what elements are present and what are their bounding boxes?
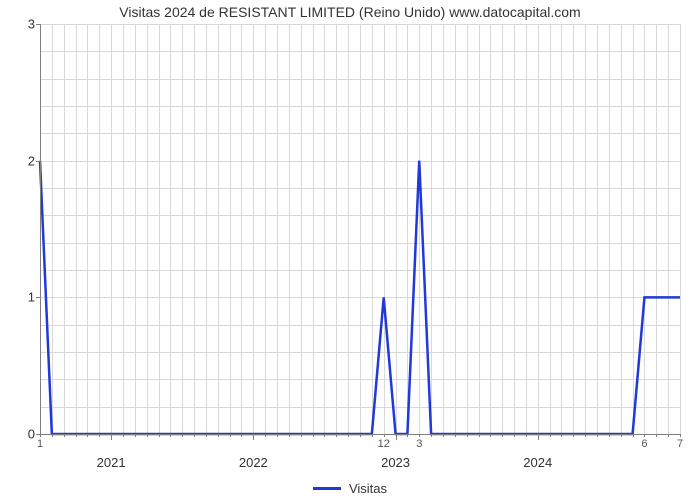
x-tick-minor (455, 434, 456, 437)
x-tick-minor (419, 434, 420, 437)
legend-swatch (313, 487, 341, 490)
x-tick-major (396, 434, 397, 440)
x-minor-label: 7 (677, 438, 683, 450)
x-tick-minor (218, 434, 219, 437)
x-tick-minor (467, 434, 468, 437)
x-tick-minor (159, 434, 160, 437)
x-tick-minor (87, 434, 88, 437)
x-minor-label: 1 (37, 438, 43, 450)
x-tick-minor (52, 434, 53, 437)
x-tick-minor (182, 434, 183, 437)
x-tick-minor (336, 434, 337, 437)
x-tick-minor (123, 434, 124, 437)
x-tick-minor (431, 434, 432, 437)
x-tick-minor (170, 434, 171, 437)
x-tick-minor (147, 434, 148, 437)
x-minor-label: 6 (641, 438, 647, 450)
x-tick-minor (526, 434, 527, 437)
x-major-label: 2023 (381, 455, 410, 470)
x-tick-minor (40, 434, 41, 437)
x-tick-minor (479, 434, 480, 437)
x-tick-minor (135, 434, 136, 437)
y-axis-line (40, 24, 41, 434)
y-tick (36, 161, 40, 162)
y-tick-label: 2 (5, 153, 35, 168)
y-tick (36, 297, 40, 298)
x-tick-minor (324, 434, 325, 437)
x-tick-minor (585, 434, 586, 437)
x-tick-major (111, 434, 112, 440)
x-tick-minor (289, 434, 290, 437)
series-polyline (40, 161, 680, 434)
x-tick-minor (372, 434, 373, 437)
x-tick-minor (99, 434, 100, 437)
line-series (40, 24, 680, 434)
x-tick-minor (490, 434, 491, 437)
y-tick-label: 0 (5, 427, 35, 442)
x-tick-minor (633, 434, 634, 437)
x-major-label: 2021 (97, 455, 126, 470)
x-tick-minor (561, 434, 562, 437)
x-tick-minor (550, 434, 551, 437)
x-tick-minor (514, 434, 515, 437)
y-tick-label: 1 (5, 290, 35, 305)
x-major-label: 2022 (239, 455, 268, 470)
x-tick-minor (502, 434, 503, 437)
x-tick-minor (230, 434, 231, 437)
chart-title: Visitas 2024 de RESISTANT LIMITED (Reino… (0, 4, 700, 20)
y-tick-label: 3 (5, 17, 35, 32)
x-tick-major (253, 434, 254, 440)
x-tick-minor (597, 434, 598, 437)
y-tick (36, 24, 40, 25)
x-tick-minor (621, 434, 622, 437)
x-tick-minor (301, 434, 302, 437)
x-tick-minor (407, 434, 408, 437)
x-tick-minor (64, 434, 65, 437)
x-tick-minor (384, 434, 385, 437)
x-tick-minor (348, 434, 349, 437)
chart-container: Visitas 2024 de RESISTANT LIMITED (Reino… (0, 0, 700, 500)
x-tick-minor (206, 434, 207, 437)
x-tick-minor (194, 434, 195, 437)
legend-item: Visitas (313, 481, 387, 496)
x-tick-minor (656, 434, 657, 437)
x-tick-minor (573, 434, 574, 437)
x-tick-minor (644, 434, 645, 437)
x-tick-major (538, 434, 539, 440)
x-tick-minor (668, 434, 669, 437)
x-tick-minor (680, 434, 681, 437)
legend: Visitas (0, 478, 700, 496)
x-tick-minor (609, 434, 610, 437)
x-tick-minor (313, 434, 314, 437)
x-major-label: 2024 (523, 455, 552, 470)
x-tick-minor (265, 434, 266, 437)
x-tick-minor (76, 434, 77, 437)
x-tick-minor (241, 434, 242, 437)
plot-area (40, 24, 680, 434)
x-minor-label: 12 (378, 438, 390, 450)
legend-label: Visitas (349, 481, 387, 496)
x-minor-label: 3 (416, 438, 422, 450)
x-tick-minor (277, 434, 278, 437)
x-tick-minor (443, 434, 444, 437)
x-tick-minor (360, 434, 361, 437)
gridline-vertical (680, 24, 681, 434)
